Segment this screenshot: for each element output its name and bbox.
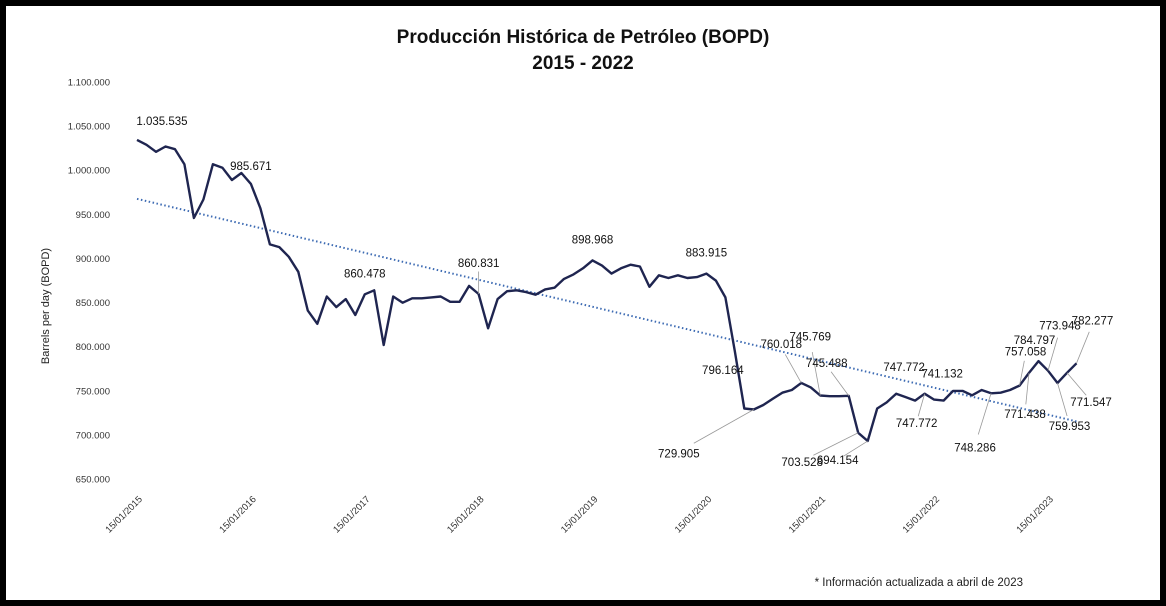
data-label: 796.164 xyxy=(702,365,744,377)
data-label: 773.948 xyxy=(1039,321,1081,333)
chart-title: Producción Histórica de Petróleo (BOPD) xyxy=(397,27,770,48)
leader-line xyxy=(813,432,859,456)
data-label: 747.772 xyxy=(883,362,925,374)
data-label: 784.797 xyxy=(1014,335,1056,347)
leader-line xyxy=(811,351,821,396)
data-label: 694.154 xyxy=(817,455,859,467)
data-label: 745.488 xyxy=(806,358,848,370)
data-label: 883.915 xyxy=(686,248,728,260)
y-tick-label: 1.100.000 xyxy=(68,78,110,89)
data-label: 759.953 xyxy=(1049,421,1091,433)
y-axis-label: Barrels per day (BOPD) xyxy=(40,248,52,364)
leader-line xyxy=(843,440,868,457)
leader-line xyxy=(1019,360,1025,386)
data-line xyxy=(136,138,1078,443)
data-label: 860.478 xyxy=(344,268,386,280)
y-tick-label: 1.050.000 xyxy=(68,122,110,133)
y-tick-label: 1.000.000 xyxy=(68,166,110,177)
y-tick-label: 750.000 xyxy=(76,386,110,397)
data-label: 745.769 xyxy=(789,332,831,344)
leader-line xyxy=(784,354,802,384)
data-label: 760.018 xyxy=(760,339,802,351)
leader-line xyxy=(830,371,850,396)
data-label: 703.528 xyxy=(781,457,823,469)
data-label: 898.968 xyxy=(572,234,614,246)
data-label: 860.831 xyxy=(458,258,500,270)
data-label: 985.671 xyxy=(230,161,272,173)
y-tick-label: 800.000 xyxy=(76,342,110,353)
data-label: 748.286 xyxy=(954,442,996,454)
data-label: 747.772 xyxy=(896,418,938,430)
data-label: 782.277 xyxy=(1072,315,1114,327)
leader-line xyxy=(693,409,755,444)
leader-line xyxy=(1066,372,1087,396)
data-label: 771.438 xyxy=(1004,409,1046,421)
data-label: 741.132 xyxy=(921,369,963,381)
data-label: 771.547 xyxy=(1070,397,1112,409)
trendline xyxy=(136,197,1077,423)
y-tick-label: 900.000 xyxy=(76,254,110,265)
data-label: 1.035.535 xyxy=(136,116,187,128)
footnote: * Información actualizada a abril de 202… xyxy=(815,577,1023,589)
y-tick-label: 700.000 xyxy=(76,430,110,441)
leader-line xyxy=(1047,337,1058,371)
leader-line xyxy=(1076,331,1090,364)
leader-line xyxy=(977,393,992,435)
y-tick-label: 850.000 xyxy=(76,298,110,309)
data-label: 757.058 xyxy=(1005,347,1047,359)
y-tick-label: 950.000 xyxy=(76,210,110,221)
leader-line xyxy=(1057,382,1068,417)
y-tick-label: 650.000 xyxy=(76,475,110,486)
data-label: 729.905 xyxy=(658,449,700,461)
leader-line xyxy=(1025,372,1030,405)
chart-subtitle: 2015 - 2022 xyxy=(532,53,633,74)
leader-line xyxy=(917,393,926,417)
